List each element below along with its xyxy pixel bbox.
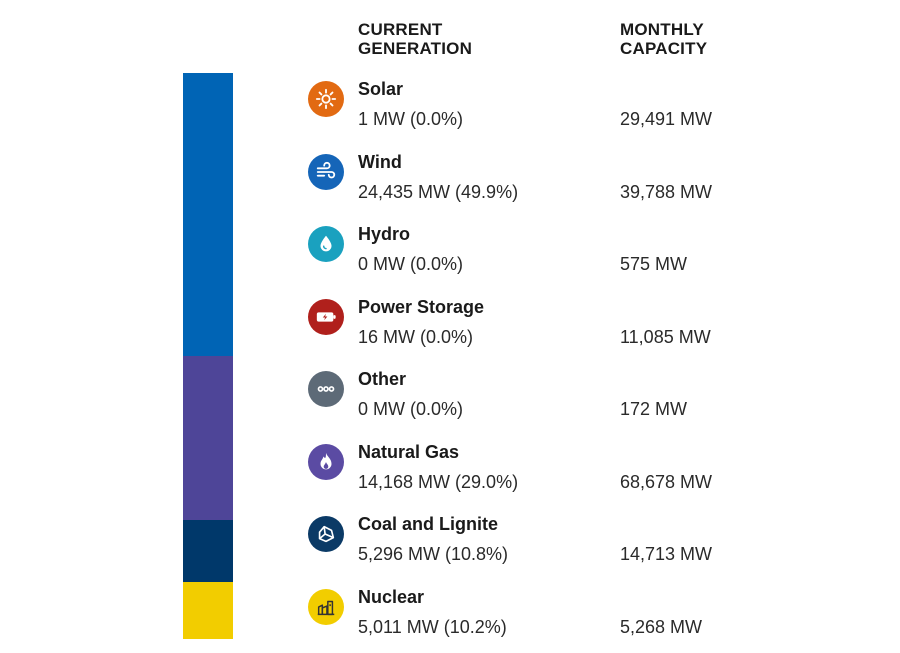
monthly-capacity-value: 68,678 MW xyxy=(620,471,713,492)
source-name: Solar xyxy=(358,79,404,99)
generation-share-stacked-bar xyxy=(183,73,233,640)
source-row: Solar 1 MW (0.0%) 29,491 MW xyxy=(300,75,860,145)
source-row: Coal and Lignite 5,296 MW (10.8%) 14,713 M… xyxy=(300,510,860,580)
flame-icon xyxy=(308,443,344,480)
coal-icon xyxy=(308,516,344,552)
source-name: Hydro xyxy=(358,224,411,244)
monthly-capacity-value: 29,491 MW xyxy=(620,109,713,129)
source-row: Wind 24,435 MW (49.9%) 39,788 MW xyxy=(300,148,860,218)
current-generation-value: 5,296 MW (10.8%) xyxy=(358,544,509,564)
source-name: Wind xyxy=(358,151,402,172)
current-generation-value: 5,011 MW (10.2%) xyxy=(358,616,507,637)
current-generation-header: CURRENT GENERATION xyxy=(358,20,473,58)
current-generation-value: 16 MW (0.0%) xyxy=(358,326,474,347)
bar-segment-wind xyxy=(183,73,233,356)
source-row: Hydro 0 MW (0.0%) 575 MW xyxy=(300,220,860,290)
current-generation-value: 24,435 MW (49.9%) xyxy=(358,181,519,202)
bar-segment-natural-gas xyxy=(183,355,233,521)
more-dots-icon xyxy=(308,371,344,407)
source-name: Nuclear xyxy=(358,586,425,607)
monthly-capacity-value: 172 MW xyxy=(620,399,688,419)
monthly-capacity-value: 5,268 MW xyxy=(620,616,703,637)
water-drop-icon xyxy=(308,226,344,262)
source-name: Other xyxy=(358,369,407,389)
nuclear-plant-icon xyxy=(308,588,344,625)
source-row: Nuclear 5,011 MW (10.2%) 5,268 MW xyxy=(300,583,860,653)
bar-segment-nuclear xyxy=(183,581,233,640)
monthly-capacity-value: 575 MW xyxy=(620,254,688,274)
sun-icon xyxy=(308,81,344,117)
current-generation-value: 0 MW (0.0%) xyxy=(358,254,464,274)
current-generation-value: 14,168 MW (29.0%) xyxy=(358,471,519,492)
monthly-capacity-value: 11,085 MW xyxy=(620,326,711,347)
source-row: Other 0 MW (0.0%) 172 MW xyxy=(300,365,860,435)
monthly-capacity-header: MONTHLY CAPACITY xyxy=(620,20,708,58)
current-generation-value: 0 MW (0.0%) xyxy=(358,399,464,419)
monthly-capacity-value: 14,713 MW xyxy=(620,544,713,564)
source-row: Natural Gas 14,168 MW (29.0%) 68,678 MW xyxy=(300,438,860,508)
source-name: Coal and Lignite xyxy=(358,514,499,534)
source-name: Natural Gas xyxy=(358,441,460,462)
source-name: Power Storage xyxy=(358,296,485,317)
battery-icon xyxy=(308,298,344,335)
current-generation-value: 1 MW (0.0%) xyxy=(358,109,464,129)
bar-segment-coal-and-lignite xyxy=(183,520,233,582)
source-row: Power Storage 16 MW (0.0%) 11,085 MW xyxy=(300,293,860,363)
wind-icon xyxy=(308,153,344,190)
monthly-capacity-value: 39,788 MW xyxy=(620,181,713,202)
